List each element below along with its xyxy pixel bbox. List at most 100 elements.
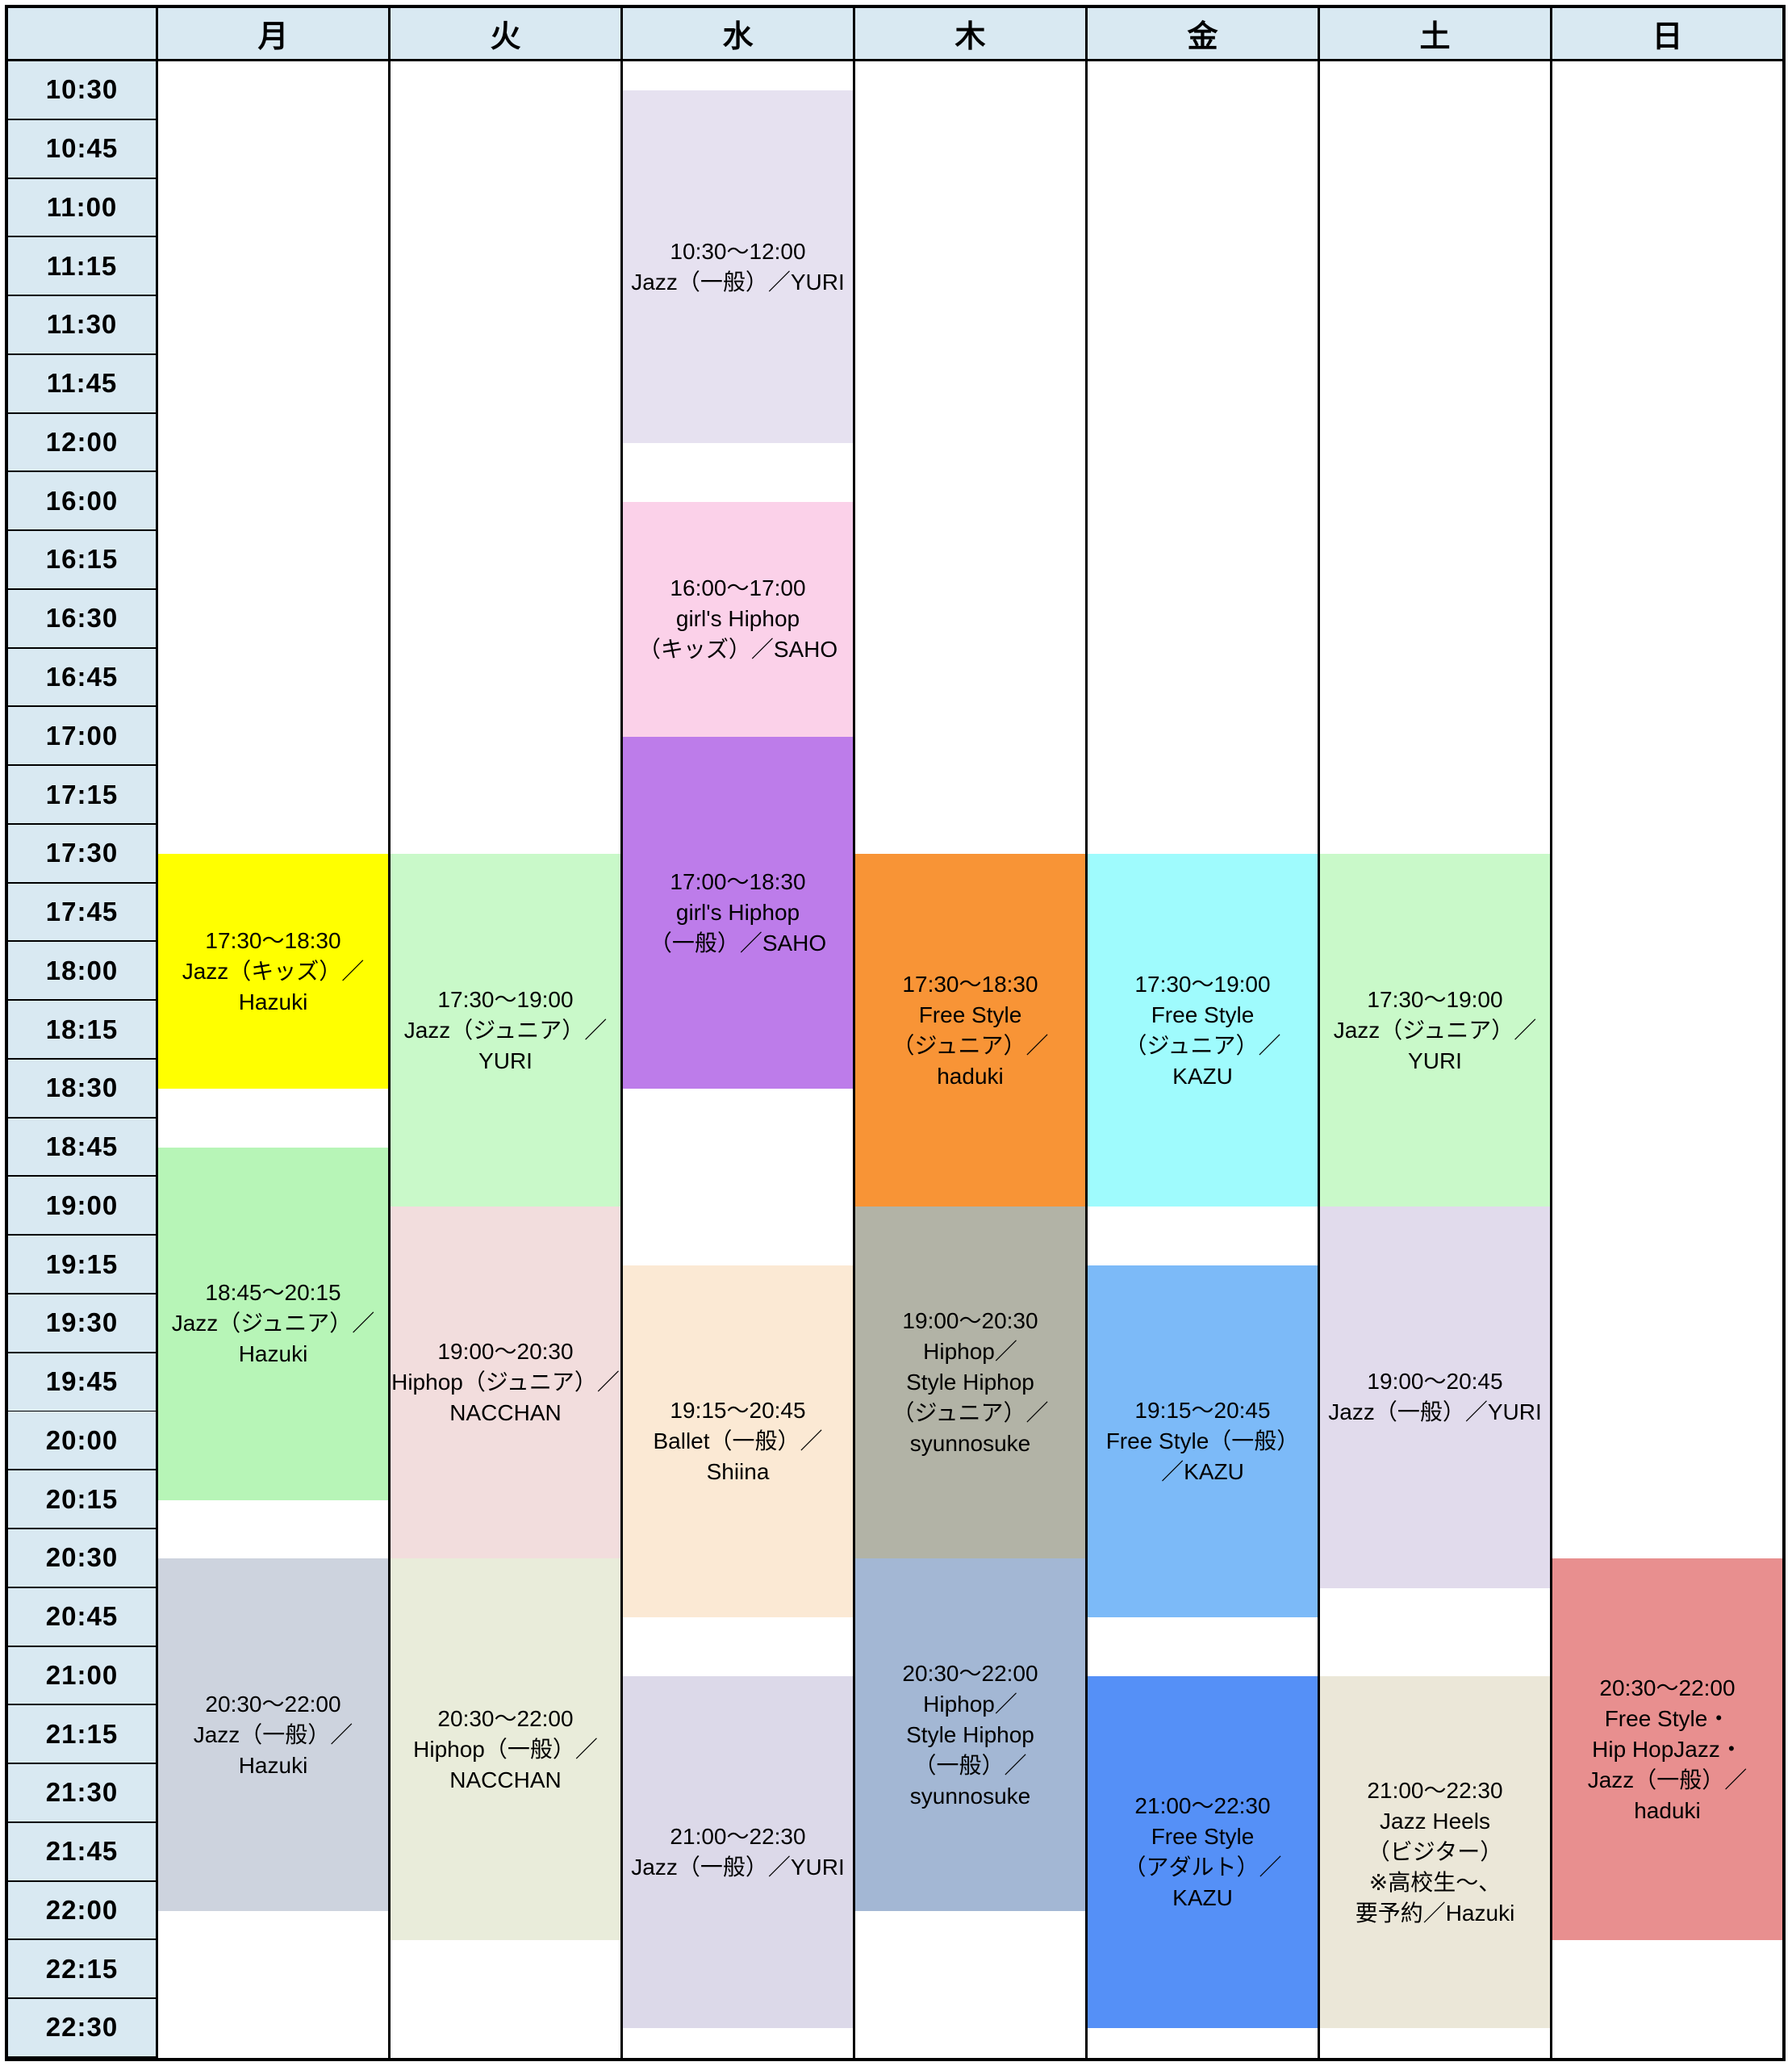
class-block-text: 20:30～22:00 (437, 1705, 574, 1731)
class-block-text: Jazz（一般）／YURI (631, 1855, 845, 1880)
class-block-text: Free Style・ (1604, 1705, 1731, 1731)
class-block: 21:00～22:30 Jazz（一般）／YURI (623, 1675, 853, 2029)
time-cell: 18:15 (8, 1001, 156, 1060)
class-block-text: 17:30～19:00 (437, 986, 574, 1012)
class-block-text: Style Hiphop (906, 1721, 1034, 1747)
class-block-text: （ジュニア）／ (892, 1032, 1049, 1058)
time-cell: 17:45 (8, 883, 156, 943)
class-block-text: YURI (1408, 1048, 1462, 1073)
class-block-text: girl's Hiphop (675, 900, 800, 925)
class-block-text: 21:00～22:30 (670, 1824, 806, 1850)
class-block-text: Shiina (706, 1458, 770, 1484)
class-block-text: 要予約／Hazuki (1355, 1901, 1515, 1926)
class-block-text: Style Hiphop (906, 1370, 1034, 1395)
time-cell: 11:30 (8, 296, 156, 355)
class-block-text: 17:30～19:00 (1134, 971, 1271, 997)
time-cell: 21:30 (8, 1764, 156, 1823)
class-block-text: KAZU (1172, 1885, 1233, 1911)
class-block-text: girl's Hiphop (675, 606, 800, 632)
class-block: 20:30～22:00 Free Style・ Hip HopJazz・ Jazz（一… (1552, 1558, 1782, 1941)
day-header-sat: 土 (1318, 8, 1550, 61)
class-block-text: （一般）／ (913, 1752, 1027, 1778)
time-cell: 19:45 (8, 1353, 156, 1412)
day-column-line (1550, 8, 1782, 2058)
class-block-text: Jazz（キッズ）／ (182, 958, 365, 984)
day-header-sun: 日 (1550, 8, 1782, 61)
class-block-text: syunnosuke (909, 1783, 1031, 1809)
time-cell: 22:30 (8, 1999, 156, 2058)
class-block-text: Hip HopJazz・ (1592, 1736, 1743, 1762)
class-block-text: Hazuki (238, 1341, 308, 1367)
time-cell: 19:00 (8, 1177, 156, 1236)
class-block-text: NACCHAN (449, 1400, 562, 1426)
class-block-text: （一般）／SAHO (649, 931, 827, 956)
class-block-text: 16:00～17:00 (670, 575, 806, 601)
class-block-text: 19:00～20:30 (437, 1339, 574, 1365)
class-block-text: haduki (937, 1063, 1004, 1089)
time-cell: 10:45 (8, 119, 156, 179)
time-cell: 16:15 (8, 531, 156, 590)
class-block-text: 21:00～22:30 (1134, 1793, 1271, 1819)
class-block-text: Jazz（ジュニア）／ (171, 1311, 375, 1336)
class-block: 10:30～12:00 Jazz（一般）／YURI (623, 90, 853, 443)
class-block: 16:00～17:00 girl's Hiphop （キッズ）／SAHO (623, 501, 853, 737)
class-block-text: 21:00～22:30 (1367, 1778, 1503, 1804)
class-block-text: syunnosuke (909, 1431, 1031, 1457)
class-block: 17:30～18:30 Free Style （ジュニア）／ haduki (855, 854, 1085, 1207)
class-block-text: KAZU (1172, 1063, 1233, 1089)
time-cell: 17:00 (8, 707, 156, 767)
class-block-text: （ジュニア）／ (892, 1400, 1049, 1426)
class-block-text: Jazz（一般）／ (193, 1721, 353, 1747)
day-column-line (1318, 8, 1550, 2058)
class-block-text: （アダルト）／ (1123, 1855, 1282, 1880)
class-block-text: Hiphop（ジュニア）／ (391, 1370, 620, 1395)
day-column-line (1085, 8, 1318, 2058)
class-block: 19:00～20:30 Hiphop（ジュニア）／ NACCHAN (391, 1206, 620, 1559)
time-cell: 20:45 (8, 1587, 156, 1647)
timetable-grid: 月 火 水 木 金 土 日 10:30 10:45 11:00 11:15 11:30 1… (5, 5, 1786, 2061)
time-cell: 16:00 (8, 472, 156, 532)
class-block: 17:00～18:30 girl's Hiphop （一般）／SAHO (623, 736, 853, 1089)
class-block: 19:00～20:45 Jazz（一般）／YURI (1320, 1206, 1550, 1588)
class-block-text: NACCHAN (449, 1767, 562, 1792)
day-column-line (620, 8, 853, 2058)
class-block-text: Hiphop／ (923, 1339, 1017, 1365)
class-block-text: haduki (1634, 1797, 1701, 1823)
class-block-text: Jazz（ジュニア）／ (403, 1017, 608, 1043)
class-block-text: Free Style (918, 1002, 1022, 1027)
day-header-wed: 水 (620, 8, 853, 61)
time-cell: 22:15 (8, 1940, 156, 2000)
class-block: 21:00～22:30 Jazz Heels （ビジター） ※高校生～、 要予約／Haz… (1320, 1675, 1550, 2029)
time-cell: 10:30 (8, 61, 156, 120)
class-block: 19:15～20:45 Ballet（一般）／ Shiina (623, 1265, 853, 1618)
time-cell: 19:30 (8, 1294, 156, 1353)
class-block-text: Free Style（一般） (1105, 1428, 1300, 1453)
day-column-line (853, 8, 1085, 2058)
corner-cell (8, 8, 156, 61)
class-block-text: 19:00～20:30 (902, 1308, 1038, 1334)
time-cell: 18:30 (8, 1059, 156, 1119)
class-block: 18:45～20:15 Jazz（ジュニア）／ Hazuki (158, 1148, 388, 1500)
time-cell: 11:15 (8, 237, 156, 297)
class-block-text: （キッズ）／SAHO (637, 637, 838, 663)
class-block: 20:30～22:00 Hiphop／ Style Hiphop （一般）／ syunn… (855, 1558, 1085, 1911)
time-cell: 22:00 (8, 1881, 156, 1941)
class-block-text: 10:30～12:00 (670, 238, 806, 264)
time-cell: 12:00 (8, 413, 156, 473)
class-block-text: 18:45～20:15 (205, 1280, 341, 1306)
class-block: 17:30～19:00 Jazz（ジュニア）／ YURI (391, 854, 620, 1207)
class-block: 21:00～22:30 Free Style （アダルト）／ KAZU (1088, 1675, 1318, 2029)
class-block: 17:30～18:30 Jazz（キッズ）／ Hazuki (158, 854, 388, 1089)
class-block-text: Hiphop（一般）／ (413, 1736, 598, 1762)
class-block-text: （ジュニア）／ (1124, 1032, 1281, 1058)
class-block-text: Hazuki (238, 1752, 308, 1778)
time-cell: 17:30 (8, 824, 156, 884)
day-header-mon: 月 (156, 8, 388, 61)
class-block-text: 20:30～22:00 (902, 1660, 1038, 1686)
class-block-text: 17:30～18:30 (205, 927, 341, 953)
time-cell: 21:15 (8, 1705, 156, 1765)
day-header-thu: 木 (853, 8, 1085, 61)
class-block-text: （ビジター） (1367, 1839, 1503, 1865)
class-block-text: 19:15～20:45 (1134, 1397, 1271, 1423)
